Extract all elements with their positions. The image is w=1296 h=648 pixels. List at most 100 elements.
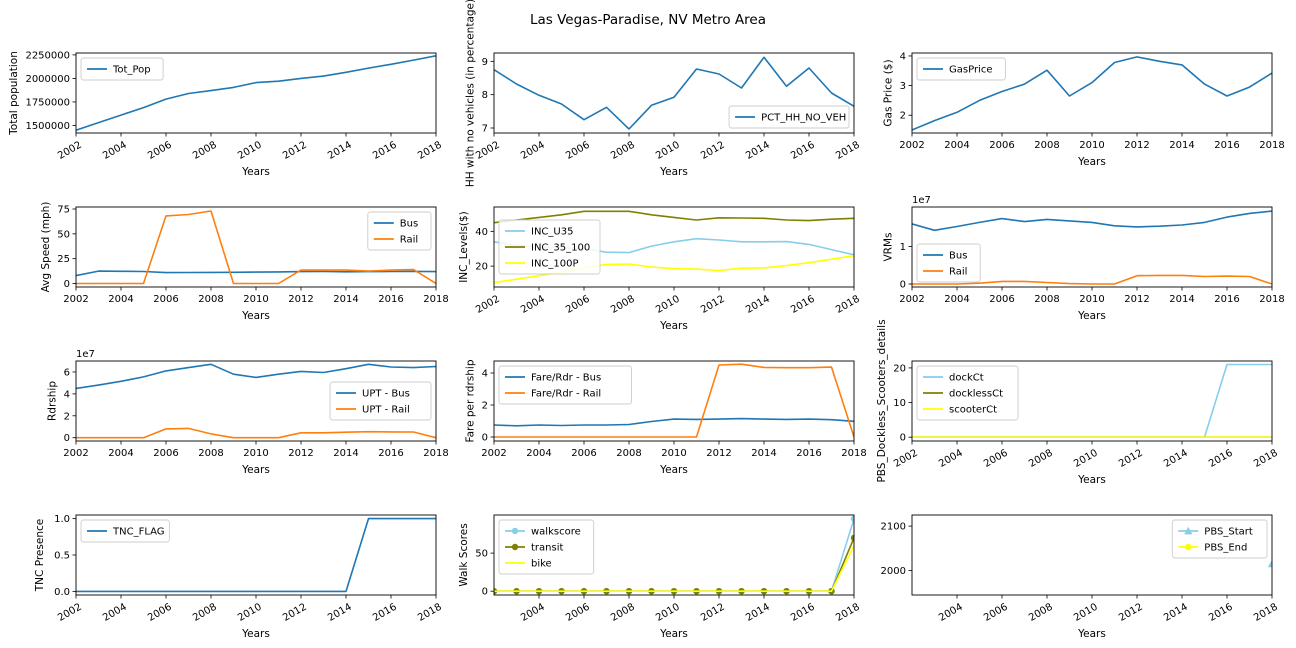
x-tick-label-p4-7: 2016 bbox=[378, 294, 403, 305]
y-tick-label-p8-1: 2 bbox=[482, 401, 488, 412]
plot-area-p4 bbox=[76, 210, 436, 285]
plot-area-p7 bbox=[76, 363, 436, 439]
legend-label-p4-0: Bus bbox=[400, 219, 418, 230]
y-axis-label-p7: Rdrship bbox=[47, 381, 59, 421]
x-tick-label-p3-7: 2016 bbox=[1214, 140, 1239, 151]
y-tick-label-p10-2: 1.0 bbox=[54, 514, 70, 525]
legend-marker-p11-1 bbox=[511, 543, 519, 551]
series-line-p3-0 bbox=[912, 56, 1272, 131]
y-tick-label-p10-0: 0.0 bbox=[54, 587, 70, 598]
plot-area-p12 bbox=[1267, 559, 1272, 568]
legend-label-p4-1: Rail bbox=[400, 235, 418, 246]
series-line-p7-1 bbox=[76, 427, 436, 439]
x-tick-label-p3-3: 2008 bbox=[1034, 140, 1059, 151]
x-tick-label-p3-4: 2010 bbox=[1079, 140, 1104, 151]
x-tick-label-p6-7: 2016 bbox=[1214, 294, 1239, 305]
series-line-p2-0 bbox=[494, 56, 854, 130]
legend-box-p9 bbox=[916, 365, 1019, 421]
y-tick-label-p3-0: 2 bbox=[900, 111, 906, 122]
x-tick-label-p3-6: 2014 bbox=[1169, 140, 1194, 151]
legend-marker-p12-0 bbox=[1184, 526, 1193, 535]
legend-label-p2-0: PCT_HH_NO_VEH bbox=[761, 113, 846, 124]
y-tick-label-p4-0: 0 bbox=[64, 279, 70, 290]
x-tick-label-p4-8: 2018 bbox=[423, 294, 448, 305]
y-tick-label-p10-1: 0.5 bbox=[54, 551, 70, 562]
y-tick-label-p1-0: 1500000 bbox=[25, 121, 70, 132]
y-axis-label-p11: Walk Scores bbox=[458, 523, 470, 586]
legend-p3: GasPrice bbox=[916, 57, 1006, 81]
legend-p2: PCT_HH_NO_VEH bbox=[728, 105, 850, 129]
x-tick-label-p7-8: 2018 bbox=[423, 448, 448, 459]
x-tick-label-p7-6: 2014 bbox=[333, 448, 358, 459]
y-tick-label-p2-1: 8 bbox=[482, 90, 488, 101]
subplot-p3: 2002 2004 2006 2008 2010 2012 2014 2016 2018 2 3 4 Y… bbox=[883, 51, 1285, 168]
legend-label-p12-0: PBS_Start bbox=[1204, 527, 1253, 538]
legend-label-p6-0: Bus bbox=[949, 251, 967, 262]
x-tick-label-p7-7: 2016 bbox=[378, 448, 403, 459]
legend-p7: UPT - Bus UPT - Rail bbox=[329, 381, 432, 421]
x-tick-label-p4-5: 2012 bbox=[288, 294, 313, 305]
y-tick-label-p11-1: 50 bbox=[475, 549, 488, 560]
y-tick-label-p7-3: 6 bbox=[64, 367, 70, 378]
legend-box-p8 bbox=[498, 365, 632, 405]
legend-label-p8-0: Fare/Rdr - Bus bbox=[531, 373, 601, 384]
series-line-p6-1 bbox=[912, 274, 1272, 285]
subplot-p6: 2002 2004 2006 2008 2010 2012 2014 2016 2018 0 1 1e… bbox=[883, 195, 1285, 322]
x-tick-label-p3-1: 2004 bbox=[944, 140, 969, 151]
y-tick-label-p6-0: 0 bbox=[900, 279, 906, 290]
legend-label-p9-0: dockCt bbox=[949, 373, 984, 384]
y-offset-label-p7: 1e7 bbox=[76, 349, 95, 360]
legend-p10: TNC_FLAG bbox=[80, 519, 170, 543]
legend-p9: dockCt docklessCt scooterCt bbox=[916, 365, 1019, 421]
legend-box-p5 bbox=[498, 219, 601, 275]
y-axis-label-p6: VRMs bbox=[883, 232, 895, 261]
legend-box-p3 bbox=[916, 57, 1006, 81]
legend-box-p2 bbox=[728, 105, 850, 129]
figure-title: Las Vegas-Paradise, NV Metro Area bbox=[530, 12, 766, 28]
y-axis-label-p1: Total population bbox=[8, 51, 20, 136]
y-axis-label-p4: Avg Speed (mph) bbox=[40, 202, 52, 293]
x-tick-label-p8-6: 2014 bbox=[751, 448, 776, 459]
x-tick-label-p6-0: 2002 bbox=[899, 294, 924, 305]
x-tick-label-p8-7: 2016 bbox=[796, 448, 821, 459]
x-axis-label-p10: Years bbox=[241, 628, 270, 640]
plot-area-p11 bbox=[494, 515, 854, 595]
y-tick-label-p9-2: 20 bbox=[893, 363, 906, 374]
x-axis-label-p1: Years bbox=[241, 166, 270, 178]
y-tick-label-p7-1: 2 bbox=[64, 411, 70, 422]
y-tick-label-p3-1: 3 bbox=[900, 81, 906, 92]
y-tick-label-p2-2: 9 bbox=[482, 57, 488, 68]
legend-label-p7-1: UPT - Rail bbox=[362, 405, 410, 416]
legend-label-p7-0: UPT - Bus bbox=[362, 389, 410, 400]
x-tick-label-p4-3: 2008 bbox=[198, 294, 223, 305]
series-line-p8-0 bbox=[494, 417, 854, 427]
data-point-p11-1-16 bbox=[850, 534, 854, 542]
legend-label-p12-1: PBS_End bbox=[1204, 543, 1247, 554]
x-tick-label-p7-4: 2010 bbox=[243, 448, 268, 459]
x-tick-label-p6-5: 2012 bbox=[1124, 294, 1149, 305]
x-tick-label-p7-2: 2006 bbox=[153, 448, 178, 459]
x-tick-label-p3-8: 2018 bbox=[1259, 140, 1284, 151]
y-tick-label-p11-0: 0 bbox=[482, 587, 488, 598]
y-tick-label-p6-1: 1 bbox=[900, 242, 906, 253]
x-axis-label-p9: Years bbox=[1077, 474, 1106, 486]
x-tick-label-p8-5: 2012 bbox=[706, 448, 731, 459]
subplot-p7: 2002 2004 2006 2008 2010 2012 2014 2016 2018 0 2 4 6… bbox=[47, 349, 449, 476]
y-tick-label-p12-0: 2000 bbox=[881, 566, 906, 577]
legend-marker-p11-0 bbox=[511, 527, 519, 535]
legend-p8: Fare/Rdr - Bus Fare/Rdr - Rail bbox=[498, 365, 632, 405]
data-point-p11-0-16 bbox=[850, 515, 854, 523]
legend-label-p10-0: TNC_FLAG bbox=[112, 527, 165, 538]
plot-area-p2 bbox=[494, 56, 854, 130]
series-line-p11-2 bbox=[494, 545, 854, 593]
x-tick-label-p8-2: 2006 bbox=[571, 448, 596, 459]
y-tick-label-p4-1: 25 bbox=[57, 254, 70, 265]
legend-label-p5-2: INC_100P bbox=[531, 259, 579, 270]
y-tick-label-p9-1: 10 bbox=[893, 398, 906, 409]
series-line-p7-0 bbox=[76, 363, 436, 390]
plot-area-p6 bbox=[912, 210, 1272, 285]
x-tick-label-p4-1: 2004 bbox=[108, 294, 133, 305]
y-tick-label-p4-3: 75 bbox=[57, 204, 70, 215]
x-tick-label-p4-2: 2006 bbox=[153, 294, 178, 305]
